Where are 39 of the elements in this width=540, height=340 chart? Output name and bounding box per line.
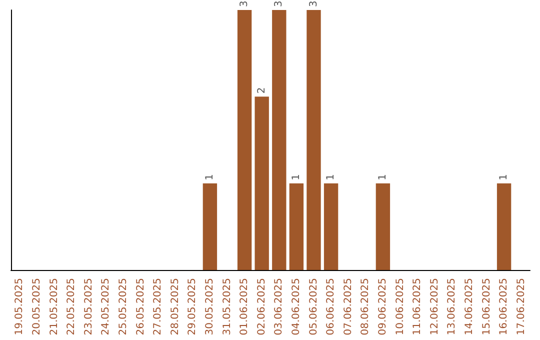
x-tick-label: 26.05.2025 — [135, 278, 146, 336]
x-tick-label: 20.05.2025 — [31, 278, 42, 336]
x-tick-label: 13.06.2025 — [446, 278, 458, 336]
x-tick-label: 12.06.2025 — [429, 278, 440, 336]
data-label: 1 — [377, 174, 388, 180]
x-tick-label: 11.06.2025 — [412, 278, 424, 336]
x-tick-label: 06.06.2025 — [326, 278, 337, 336]
x-tick-label: 19.05.2025 — [14, 278, 26, 336]
data-label: 3 — [308, 0, 320, 7]
x-tick-label: 29.05.2025 — [187, 278, 198, 336]
x-tick-label: 01.06.2025 — [239, 278, 250, 336]
x-tick-label: 24.05.2025 — [100, 278, 112, 336]
x-tick-label: 27.05.2025 — [152, 278, 164, 336]
x-tick-label: 04.06.2025 — [290, 278, 302, 336]
data-label: 1 — [204, 174, 216, 180]
data-label: 3 — [274, 0, 285, 7]
x-tick-label: 02.06.2025 — [256, 278, 268, 336]
x-tick-label: 16.06.2025 — [498, 278, 510, 336]
x-tick-label: 03.06.2025 — [274, 278, 285, 336]
x-tick-label: 05.06.2025 — [308, 278, 320, 336]
x-tick-label: 25.05.2025 — [118, 278, 129, 336]
x-tick-label: 15.06.2025 — [481, 278, 492, 336]
x-tick-label: 17.06.2025 — [516, 278, 527, 336]
data-label: 2 — [256, 87, 268, 94]
x-tick-label: 08.06.2025 — [360, 278, 372, 336]
data-label: 3 — [239, 0, 250, 7]
x-tick-label: 07.06.2025 — [342, 278, 354, 336]
data-label: 1 — [326, 174, 337, 180]
x-tick-label: 10.06.2025 — [394, 278, 406, 336]
x-tick-label: 23.05.2025 — [83, 278, 94, 336]
data-label: 1 — [290, 174, 302, 180]
x-tick-label: 31.05.2025 — [222, 278, 233, 336]
data-label: 1 — [498, 174, 510, 180]
x-tick-label: 30.05.2025 — [204, 278, 216, 336]
x-tick-label: 09.06.2025 — [377, 278, 388, 336]
x-tick-label: 21.05.2025 — [48, 278, 60, 336]
x-tick-label: 14.06.2025 — [464, 278, 475, 336]
x-tick-label: 28.05.2025 — [170, 278, 181, 336]
x-tick-label: 22.05.2025 — [66, 278, 78, 336]
